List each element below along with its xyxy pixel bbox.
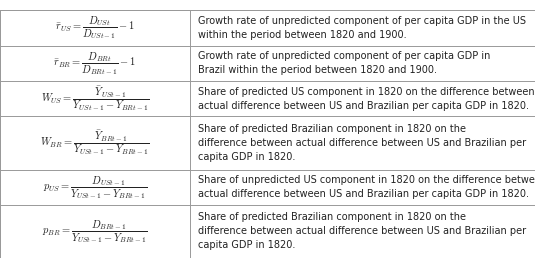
Text: $\bar{r}_{BR} = \dfrac{D_{BRt}}{D_{BRt-1}} - 1$: $\bar{r}_{BR} = \dfrac{D_{BRt}}{D_{BRt-1… xyxy=(54,50,136,77)
Text: $\bar{r}_{US} = \dfrac{D_{USt}}{D_{USt-1}} - 1$: $\bar{r}_{US} = \dfrac{D_{USt}}{D_{USt-1… xyxy=(55,15,135,42)
Text: Share of unpredicted US component in 1820 on the difference between
actual diffe: Share of unpredicted US component in 182… xyxy=(198,175,535,199)
Text: Share of predicted Brazilian component in 1820 on the
difference between actual : Share of predicted Brazilian component i… xyxy=(198,212,526,251)
Text: Share of predicted Brazilian component in 1820 on the
difference between actual : Share of predicted Brazilian component i… xyxy=(198,124,526,162)
Text: $W_{US} = \dfrac{\bar{Y}_{USt-1}}{Y_{USt-1} - Y_{BRt-1}}$: $W_{US} = \dfrac{\bar{Y}_{USt-1}}{Y_{USt… xyxy=(41,85,149,113)
Text: Growth rate of unpredicted component of per capita GDP in the US
within the peri: Growth rate of unpredicted component of … xyxy=(198,16,526,40)
Text: Share of predicted US component in 1820 on the difference between
actual differe: Share of predicted US component in 1820 … xyxy=(198,87,534,111)
Text: Growth rate of unpredicted component of per capita GDP in
Brazil within the peri: Growth rate of unpredicted component of … xyxy=(198,51,490,75)
Text: $W_{BR} = \dfrac{\bar{Y}_{BRt-1}}{Y_{USt-1} - Y_{BRt-1}}$: $W_{BR} = \dfrac{\bar{Y}_{BRt-1}}{Y_{USt… xyxy=(40,129,150,157)
Text: $p_{US} = \dfrac{D_{USt-1}}{Y_{USt-1} - Y_{BRt-1}}$: $p_{US} = \dfrac{D_{USt-1}}{Y_{USt-1} - … xyxy=(43,174,147,201)
Text: $p_{BR} = \dfrac{D_{BRt-1}}{Y_{USt-1} - Y_{BRt-1}}$: $p_{BR} = \dfrac{D_{BRt-1}}{Y_{USt-1} - … xyxy=(42,218,148,245)
